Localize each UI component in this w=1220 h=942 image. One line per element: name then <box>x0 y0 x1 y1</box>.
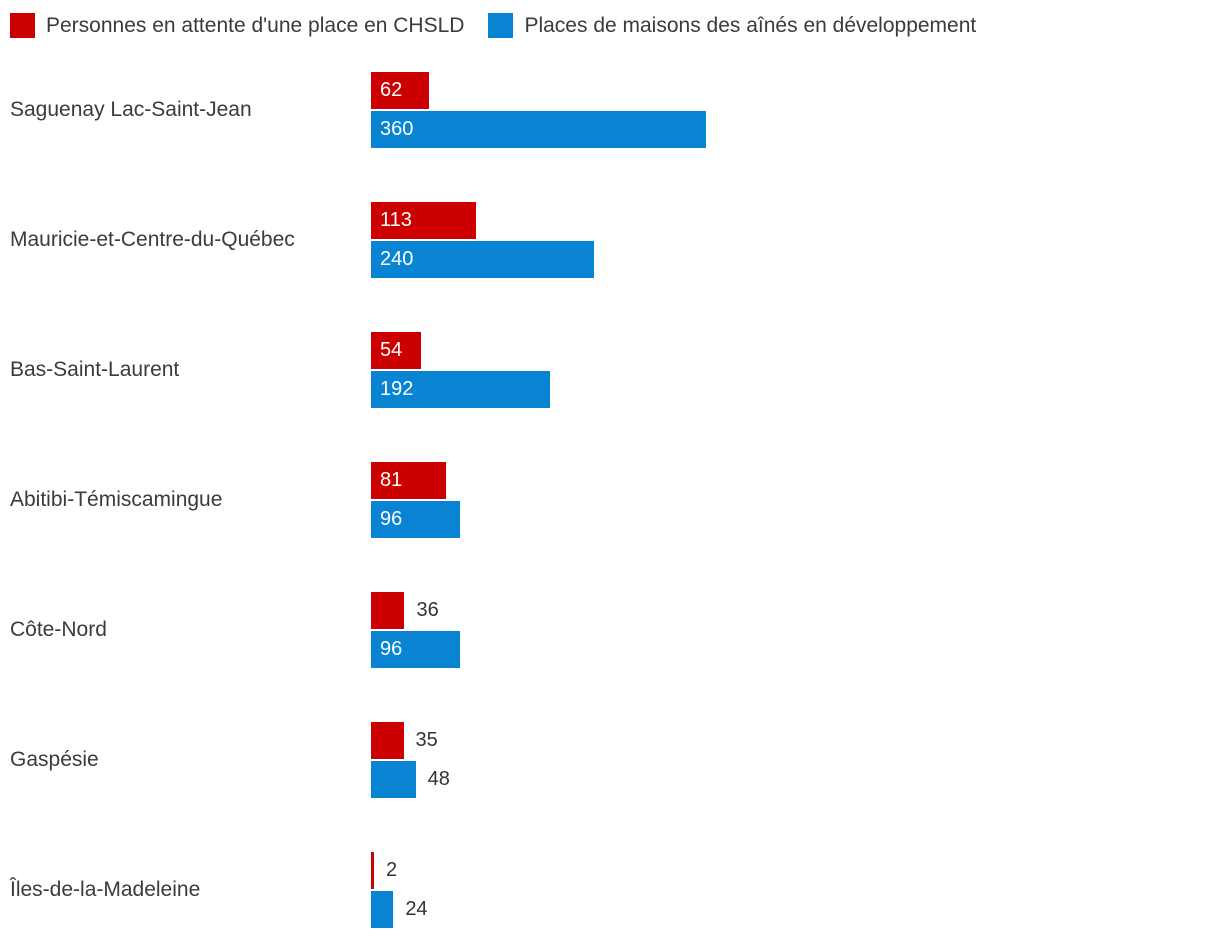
bar-chsld <box>371 592 405 629</box>
bar-group: 62 360 <box>371 72 706 148</box>
bar-value-label: 54 <box>380 339 403 361</box>
legend-label-maisons: Places de maisons des aînés en développe… <box>524 13 977 37</box>
bar-maisons <box>371 501 461 538</box>
bar-line-maisons: 240 <box>371 241 595 278</box>
bar-maisons <box>371 371 550 408</box>
bar-value-label: 96 <box>380 508 403 530</box>
bar-group: 113 240 <box>371 202 595 278</box>
chart-row-cote-nord: Côte-Nord 36 96 <box>0 592 1220 668</box>
bar-value-label: 96 <box>380 638 403 660</box>
region-label: Mauricie-et-Centre-du-Québec <box>10 228 295 251</box>
bar-chsld <box>371 332 422 369</box>
region-label: Gaspésie <box>10 748 99 771</box>
bar-value-label: 192 <box>380 378 414 400</box>
bar-value-label: 81 <box>380 469 403 491</box>
bar-value-label: 240 <box>380 248 414 270</box>
bar-chsld <box>371 462 447 499</box>
bar-chsld <box>371 852 374 889</box>
bar-value-label: 62 <box>380 79 403 101</box>
legend-item-maisons: Places de maisons des aînés en développe… <box>488 13 976 38</box>
bar-chsld <box>371 72 429 109</box>
legend-item-chsld: Personnes en attente d'une place en CHSL… <box>10 13 464 38</box>
bar-group: 36 96 <box>371 592 461 668</box>
bar-maisons <box>371 631 461 668</box>
bar-value-label: 2 <box>386 859 398 881</box>
region-label: Côte-Nord <box>10 618 107 641</box>
bar-value-label: 113 <box>380 209 412 231</box>
bar-line-chsld: 62 <box>371 72 706 109</box>
chart-rows: Saguenay Lac-Saint-Jean 62 360 Mauricie-… <box>0 72 1220 928</box>
bar-value-label: 360 <box>380 118 414 140</box>
bar-maisons <box>371 111 706 148</box>
bar-line-maisons: 360 <box>371 111 706 148</box>
bar-line-maisons: 96 <box>371 631 461 668</box>
chart-row-iles-de-la-madeleine: Îles-de-la-Madeleine 2 24 <box>0 852 1220 928</box>
legend-swatch-blue <box>488 13 514 38</box>
chart-row-abitibi: Abitibi-Témiscamingue 81 96 <box>0 462 1220 538</box>
bar-chsld <box>371 202 477 239</box>
region-label: Îles-de-la-Madeleine <box>10 878 201 901</box>
bar-line-maisons: 192 <box>371 371 550 408</box>
bar-line-maisons: 48 <box>371 761 450 798</box>
bar-value-label: 36 <box>416 599 439 621</box>
bar-line-chsld: 81 <box>371 462 460 499</box>
bar-line-chsld: 2 <box>371 852 428 889</box>
bar-chsld <box>371 722 404 759</box>
legend-label-chsld: Personnes en attente d'une place en CHSL… <box>46 13 465 37</box>
bar-maisons <box>371 761 416 798</box>
region-label: Bas-Saint-Laurent <box>10 358 180 381</box>
bar-value-label: 24 <box>405 898 428 920</box>
chart-row-gaspesie: Gaspésie 35 48 <box>0 722 1220 798</box>
bar-value-label: 48 <box>427 768 450 790</box>
bar-line-chsld: 35 <box>371 722 450 759</box>
bar-line-maisons: 96 <box>371 501 461 538</box>
chart-row-mauricie: Mauricie-et-Centre-du-Québec 113 240 <box>0 202 1220 278</box>
bar-group: 81 96 <box>371 462 461 538</box>
region-label: Abitibi-Témiscamingue <box>10 488 223 511</box>
bar-maisons <box>371 241 595 278</box>
bar-line-maisons: 24 <box>371 891 428 928</box>
bar-line-chsld: 113 <box>371 202 594 239</box>
bar-group: 35 48 <box>371 722 450 798</box>
bar-line-chsld: 54 <box>371 332 550 369</box>
bar-group: 2 24 <box>371 852 428 928</box>
bar-maisons <box>371 891 394 928</box>
region-label: Saguenay Lac-Saint-Jean <box>10 98 252 121</box>
bar-value-label: 35 <box>415 729 438 751</box>
legend-swatch-red <box>10 13 35 38</box>
bar-group: 54 192 <box>371 332 550 408</box>
chart-row-saguenay: Saguenay Lac-Saint-Jean 62 360 <box>0 72 1220 148</box>
legend: Personnes en attente d'une place en CHSL… <box>0 0 1220 38</box>
bar-line-chsld: 36 <box>371 592 460 629</box>
chart-row-bas-saint-laurent: Bas-Saint-Laurent 54 192 <box>0 332 1220 408</box>
